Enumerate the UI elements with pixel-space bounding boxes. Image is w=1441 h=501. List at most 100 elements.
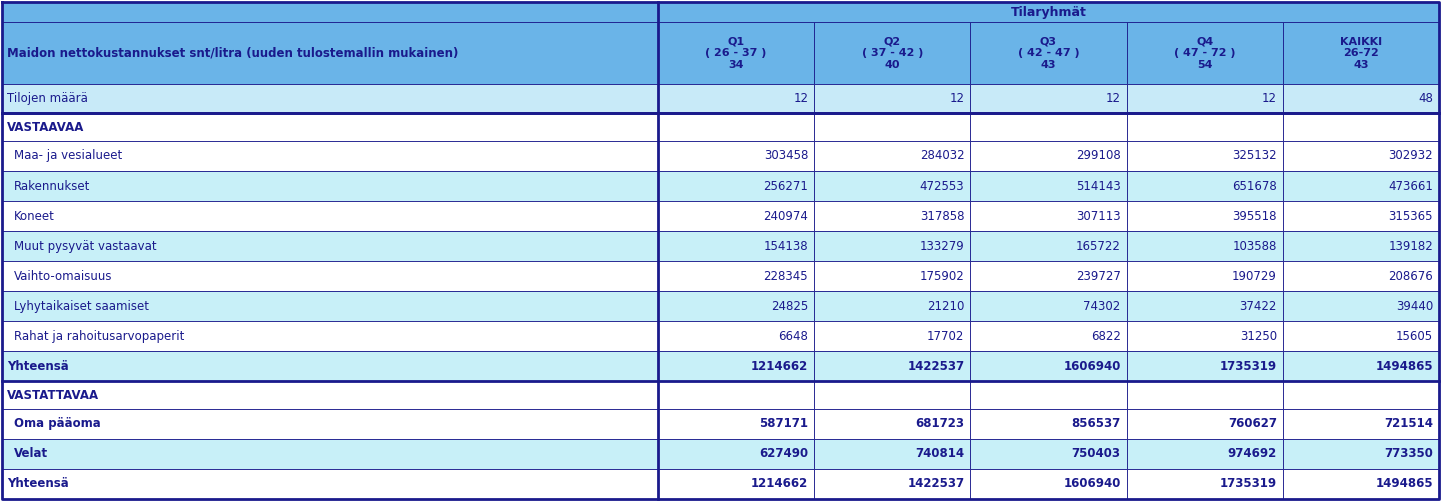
Bar [1282, 469, 1440, 499]
Bar [659, 84, 814, 113]
Text: 15605: 15605 [1396, 330, 1432, 343]
Text: 773350: 773350 [1385, 447, 1432, 460]
Bar [970, 291, 1127, 321]
Text: 760627: 760627 [1228, 417, 1277, 430]
Text: Velat: Velat [14, 447, 48, 460]
Bar [814, 231, 970, 261]
Text: 302932: 302932 [1388, 149, 1432, 162]
Bar [970, 113, 1127, 141]
Bar [659, 113, 814, 141]
Text: Q2
( 37 - 42 )
40: Q2 ( 37 - 42 ) 40 [862, 37, 924, 70]
Text: 514143: 514143 [1076, 179, 1121, 192]
Text: 31250: 31250 [1239, 330, 1277, 343]
Text: 12: 12 [793, 92, 808, 105]
Text: 24825: 24825 [771, 300, 808, 313]
Text: 6648: 6648 [778, 330, 808, 343]
Bar [1, 291, 659, 321]
Text: 721514: 721514 [1383, 417, 1432, 430]
Bar [814, 261, 970, 291]
Text: Yhteensä: Yhteensä [7, 477, 69, 490]
Bar [1, 22, 659, 84]
Text: 587171: 587171 [759, 417, 808, 430]
Bar [1, 439, 659, 469]
Bar [970, 22, 1127, 84]
Bar [659, 141, 814, 171]
Text: 12: 12 [950, 92, 964, 105]
Text: 133279: 133279 [919, 239, 964, 253]
Text: 299108: 299108 [1076, 149, 1121, 162]
Bar [814, 22, 970, 84]
Bar [1282, 291, 1440, 321]
Text: 681723: 681723 [915, 417, 964, 430]
Bar [970, 439, 1127, 469]
Text: 21210: 21210 [927, 300, 964, 313]
Bar [1127, 381, 1282, 409]
Bar [1127, 171, 1282, 201]
Text: 208676: 208676 [1388, 270, 1432, 283]
Text: 1606940: 1606940 [1063, 360, 1121, 373]
Bar [814, 381, 970, 409]
Bar [970, 141, 1127, 171]
Text: 12: 12 [1262, 92, 1277, 105]
Bar [814, 351, 970, 381]
Text: Maidon nettokustannukset snt/litra (uuden tulostemallin mukainen): Maidon nettokustannukset snt/litra (uude… [7, 47, 458, 60]
Bar [1, 261, 659, 291]
Bar [659, 381, 814, 409]
Bar [970, 171, 1127, 201]
Text: Yhteensä: Yhteensä [7, 360, 69, 373]
Text: Q3
( 42 - 47 )
43: Q3 ( 42 - 47 ) 43 [1017, 37, 1079, 70]
Text: 651678: 651678 [1232, 179, 1277, 192]
Text: Lyhytaikaiset saamiset: Lyhytaikaiset saamiset [14, 300, 148, 313]
Bar [1, 469, 659, 499]
Text: 1494865: 1494865 [1375, 477, 1432, 490]
Bar [1282, 351, 1440, 381]
Text: Tilaryhmät: Tilaryhmät [1010, 6, 1087, 19]
Bar [814, 113, 970, 141]
Bar [1127, 409, 1282, 439]
Text: Rahat ja rahoitusarvopaperit: Rahat ja rahoitusarvopaperit [14, 330, 184, 343]
Bar [659, 261, 814, 291]
Bar [1127, 141, 1282, 171]
Text: 74302: 74302 [1084, 300, 1121, 313]
Text: 1214662: 1214662 [751, 360, 808, 373]
Bar [659, 439, 814, 469]
Text: 472553: 472553 [919, 179, 964, 192]
Text: KAIKKI
26-72
43: KAIKKI 26-72 43 [1340, 37, 1382, 70]
Bar [970, 351, 1127, 381]
Bar [659, 231, 814, 261]
Bar [1, 171, 659, 201]
Text: 740814: 740814 [915, 447, 964, 460]
Bar [1, 84, 659, 113]
Bar [970, 84, 1127, 113]
Text: Muut pysyvät vastaavat: Muut pysyvät vastaavat [14, 239, 157, 253]
Text: 1606940: 1606940 [1063, 477, 1121, 490]
Text: Koneet: Koneet [14, 209, 55, 222]
Bar [970, 409, 1127, 439]
Text: 1494865: 1494865 [1375, 360, 1432, 373]
Text: 175902: 175902 [919, 270, 964, 283]
Text: 284032: 284032 [919, 149, 964, 162]
Bar [814, 469, 970, 499]
Bar [1282, 321, 1440, 351]
Bar [814, 321, 970, 351]
Text: 1422537: 1422537 [908, 360, 964, 373]
Text: 627490: 627490 [759, 447, 808, 460]
Bar [1127, 291, 1282, 321]
Bar [1127, 439, 1282, 469]
Bar [1282, 439, 1440, 469]
Text: VASTATTAVAA: VASTATTAVAA [7, 389, 99, 401]
Bar [1282, 409, 1440, 439]
Bar [814, 409, 970, 439]
Text: 473661: 473661 [1388, 179, 1432, 192]
Bar [659, 351, 814, 381]
Bar [1127, 351, 1282, 381]
Text: 240974: 240974 [764, 209, 808, 222]
Text: 239727: 239727 [1076, 270, 1121, 283]
Text: 17702: 17702 [927, 330, 964, 343]
Text: 856537: 856537 [1071, 417, 1121, 430]
Text: 303458: 303458 [764, 149, 808, 162]
Bar [970, 381, 1127, 409]
Bar [1282, 381, 1440, 409]
Text: 317858: 317858 [919, 209, 964, 222]
Bar [970, 261, 1127, 291]
